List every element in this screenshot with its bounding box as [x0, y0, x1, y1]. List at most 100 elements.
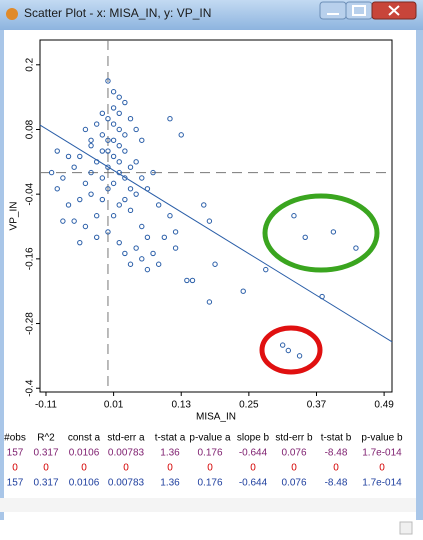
table-header: std-err a	[107, 433, 145, 444]
point	[110, 137, 117, 143]
table-cell: 0	[167, 463, 173, 474]
point	[88, 191, 94, 197]
point	[105, 116, 111, 122]
point	[82, 223, 89, 230]
table-cell: 0	[207, 463, 213, 474]
table-header: const a	[68, 433, 101, 444]
point	[139, 175, 145, 181]
point	[99, 196, 106, 203]
table-cell: 157	[7, 478, 24, 489]
table-cell: 1.7e-014	[362, 478, 402, 489]
point	[65, 153, 72, 160]
x-axis-label: MISA_IN	[196, 412, 236, 423]
window-button-icons	[327, 5, 400, 16]
point	[116, 239, 122, 246]
table-cell: 0	[291, 463, 297, 474]
point	[122, 250, 128, 257]
point	[105, 186, 111, 192]
point	[206, 299, 213, 305]
point	[122, 196, 128, 203]
table-cell: 0	[379, 463, 385, 474]
point	[105, 78, 111, 84]
point	[88, 142, 94, 149]
app-icon	[6, 8, 18, 20]
y-tick-label: 0.2	[25, 57, 36, 71]
point	[110, 105, 117, 111]
point	[71, 218, 77, 224]
table-header: std-err b	[275, 433, 313, 444]
frame-left	[0, 30, 4, 520]
point	[54, 186, 60, 192]
table-cell: 0.317	[33, 478, 58, 489]
table-cell: 0.076	[281, 448, 306, 459]
point	[99, 175, 106, 181]
point	[82, 180, 89, 187]
point	[116, 142, 122, 149]
point	[161, 234, 168, 240]
point	[285, 347, 292, 354]
table-header: slope b	[237, 433, 270, 444]
point	[240, 288, 246, 294]
point	[127, 261, 134, 267]
point	[77, 153, 83, 160]
point	[93, 213, 100, 219]
point	[71, 164, 77, 170]
x-tick-label: 0.13	[171, 400, 191, 411]
point	[330, 229, 337, 235]
x-tick-label: 0.49	[374, 400, 394, 411]
point	[353, 245, 359, 251]
point	[93, 234, 100, 240]
table-cell: 0	[81, 463, 87, 474]
point	[116, 94, 122, 100]
point	[144, 234, 151, 240]
point	[206, 218, 213, 224]
x-tick-label: 0.37	[307, 400, 327, 411]
point	[88, 169, 94, 176]
point	[105, 137, 111, 143]
maximize-button[interactable]	[345, 1, 373, 20]
point	[133, 126, 139, 133]
table-cell: 1.36	[160, 448, 180, 459]
table-cell: -0.644	[239, 448, 268, 459]
point	[77, 239, 83, 246]
table-cell: 1.7e-014	[362, 448, 402, 459]
point	[133, 191, 139, 197]
table-cell: 0.317	[33, 448, 58, 459]
table-cell: 157	[7, 448, 24, 459]
table-cell: 0	[123, 463, 129, 474]
table-cell: -8.48	[325, 478, 348, 489]
point	[184, 277, 190, 284]
point	[116, 126, 122, 133]
point	[172, 229, 179, 235]
point	[116, 159, 122, 165]
y-axis-label: VP_IN	[9, 202, 20, 231]
point	[155, 202, 162, 208]
point	[105, 148, 111, 154]
point	[48, 169, 55, 176]
x-tick-label: -0.11	[35, 400, 57, 411]
point	[127, 116, 134, 122]
point	[133, 159, 139, 165]
table-cell: 0.176	[197, 478, 222, 489]
table-cell: 0	[12, 463, 18, 474]
y-tick-label: -0.04	[25, 182, 36, 205]
point	[99, 132, 106, 138]
table-header: p-value a	[189, 433, 231, 444]
point	[122, 99, 128, 106]
point	[88, 137, 94, 143]
table-header: #obs	[4, 433, 26, 444]
point	[201, 202, 207, 208]
point	[178, 132, 184, 138]
point	[110, 153, 117, 160]
point	[116, 110, 122, 117]
point	[127, 207, 134, 214]
point	[105, 164, 111, 170]
point	[302, 234, 308, 240]
table-cell: 0.0106	[69, 448, 100, 459]
table-cell: 0.00783	[108, 448, 145, 459]
minimize-button[interactable]	[319, 1, 347, 20]
point	[189, 277, 196, 284]
point	[127, 186, 134, 192]
resize-grip[interactable]	[399, 521, 413, 535]
